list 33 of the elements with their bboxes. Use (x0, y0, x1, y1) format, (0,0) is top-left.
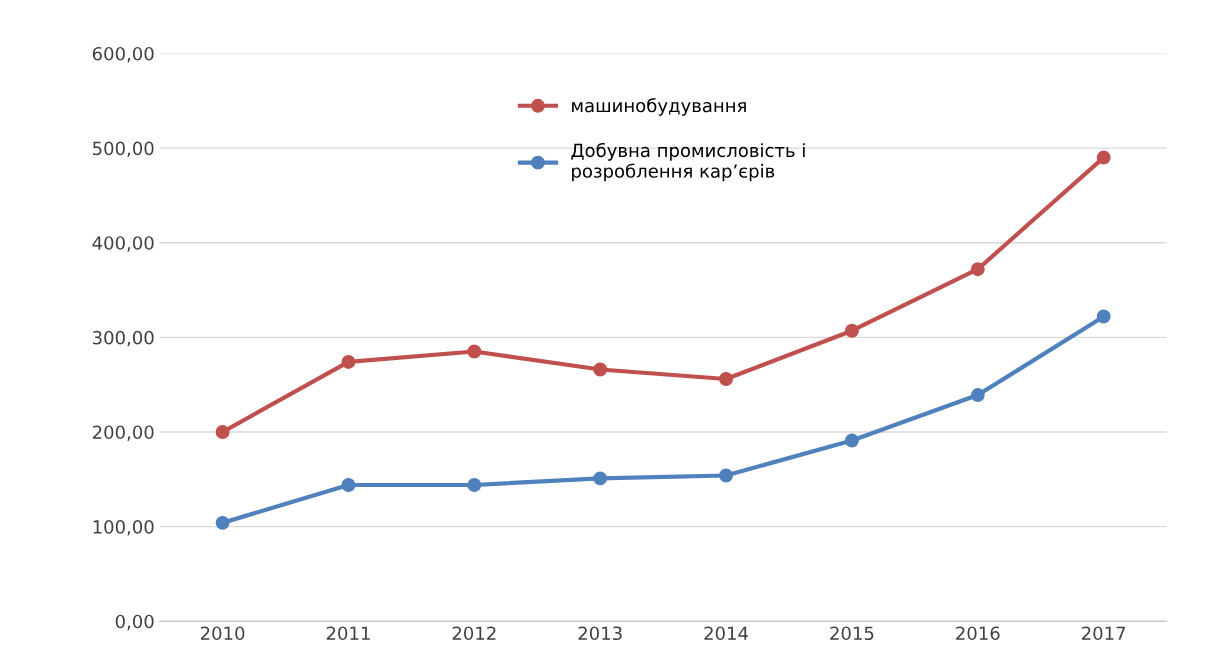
x-tick-label: 2014 (704, 626, 749, 641)
point (844, 433, 859, 448)
y-tick-label: 600,00 (92, 46, 154, 63)
legend-label: Добувна промисловість і розроблення кар’єрів (571, 142, 805, 182)
point (593, 471, 608, 486)
point (1096, 150, 1111, 165)
point (1096, 309, 1111, 324)
point (341, 478, 356, 492)
point (593, 362, 608, 377)
x-tick-label: 2017 (1082, 626, 1126, 641)
x-tick-label: 2010 (200, 626, 245, 641)
point (719, 468, 734, 483)
x-tick-label: 2016 (956, 626, 1000, 641)
y-tick-label: 400,00 (92, 236, 154, 252)
point (844, 323, 859, 338)
y-tick-label: 500,00 (93, 141, 154, 158)
point (970, 262, 985, 277)
point (215, 515, 230, 530)
y-tick-label: 100,00 (93, 520, 154, 536)
point (970, 388, 985, 403)
point (719, 372, 734, 386)
point (467, 478, 482, 492)
point (215, 425, 230, 439)
x-tick-label: 2015 (830, 626, 874, 641)
legend-label: машинобудування (572, 98, 746, 116)
x-tick-label: 2012 (452, 626, 496, 641)
x-tick-label: 2011 (326, 626, 370, 641)
x-tick-label: 2013 (578, 626, 622, 641)
point (467, 344, 482, 359)
point (341, 354, 356, 369)
y-tick-label: 200,00 (92, 425, 154, 441)
y-tick-label: 300,00 (92, 330, 154, 347)
y-tick-label: 0,00 (115, 614, 154, 631)
